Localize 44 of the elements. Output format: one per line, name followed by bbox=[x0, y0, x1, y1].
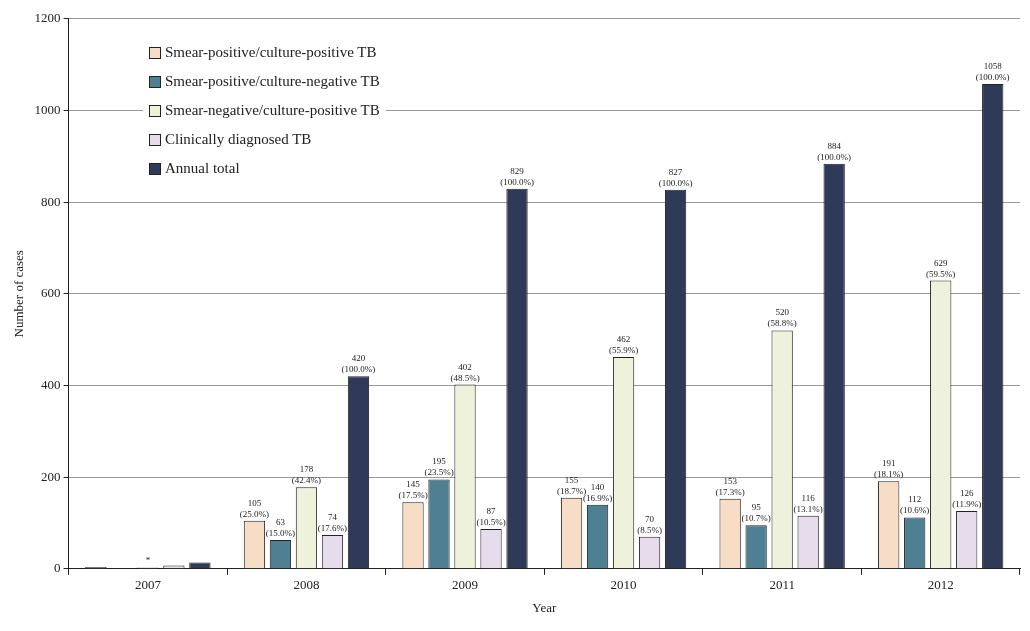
x-tick-label: 2010 bbox=[610, 577, 637, 593]
data-label: 462 (55.9%) bbox=[608, 334, 639, 356]
x-tick-label: 2011 bbox=[769, 577, 795, 593]
data-label: 116 (13.1%) bbox=[793, 492, 823, 514]
legend-label: Annual total bbox=[165, 160, 240, 177]
data-label: 145 (17.5%) bbox=[398, 479, 428, 501]
data-label: 105 (25.0%) bbox=[239, 497, 270, 519]
y-tick-label: 400 bbox=[41, 376, 61, 392]
x-tick-label: 2009 bbox=[452, 577, 479, 593]
data-label: 153 (17.3%) bbox=[715, 475, 745, 497]
data-label: 884 (100.0%) bbox=[817, 140, 852, 162]
legend-label: Clinically diagnosed TB bbox=[165, 131, 312, 148]
data-label: 829 (100.0%) bbox=[500, 165, 534, 187]
y-tick-label: 800 bbox=[41, 193, 61, 209]
y-tick-label: 200 bbox=[41, 468, 61, 484]
data-label: 827 (100.0%) bbox=[658, 166, 693, 188]
data-label: 126 (11.9%) bbox=[952, 488, 982, 510]
legend-label: Smear-positive/culture-negative TB bbox=[165, 73, 380, 90]
y-tick-label: 1000 bbox=[34, 101, 61, 117]
data-label: 402 (48.5%) bbox=[450, 361, 480, 383]
legend-label: Smear-positive/culture-positive TB bbox=[165, 44, 377, 61]
data-label: 87 (10.5%) bbox=[476, 505, 506, 527]
data-label: 520 (58.8%) bbox=[767, 307, 797, 329]
data-label: 195 (23.5%) bbox=[424, 456, 454, 478]
x-tick-label: 2008 bbox=[293, 577, 320, 593]
x-tick-label: 2012 bbox=[927, 577, 954, 593]
data-label: 70 (8.5%) bbox=[637, 513, 662, 535]
y-tick-label: 600 bbox=[41, 285, 61, 301]
data-label: 629 (59.5%) bbox=[926, 257, 956, 279]
data-label: 112 (10.6%) bbox=[900, 494, 930, 516]
data-label: * bbox=[145, 555, 151, 566]
data-label: 420 (100.0%) bbox=[341, 353, 376, 375]
y-tick-label: 0 bbox=[54, 560, 61, 576]
x-axis-title: Year bbox=[532, 599, 557, 615]
y-axis-title: Number of cases bbox=[11, 250, 27, 338]
data-label: 178 (42.4%) bbox=[291, 464, 322, 486]
legend-label: Smear-negative/culture-positive TB bbox=[165, 102, 380, 119]
data-label: 74 (17.6%) bbox=[317, 511, 348, 533]
data-label: 191 (18.1%) bbox=[874, 458, 904, 480]
data-label: 1058 (100.0%) bbox=[975, 60, 1010, 82]
data-label: 95 (10.7%) bbox=[741, 502, 771, 524]
x-tick-label: 2007 bbox=[134, 577, 162, 593]
data-label: 155 (18.7%) bbox=[556, 474, 587, 496]
y-tick-label: 1200 bbox=[34, 10, 61, 26]
